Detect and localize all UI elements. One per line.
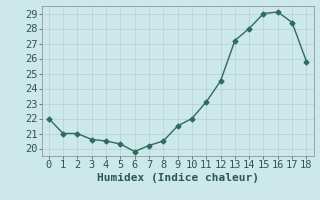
X-axis label: Humidex (Indice chaleur): Humidex (Indice chaleur) <box>97 173 259 183</box>
